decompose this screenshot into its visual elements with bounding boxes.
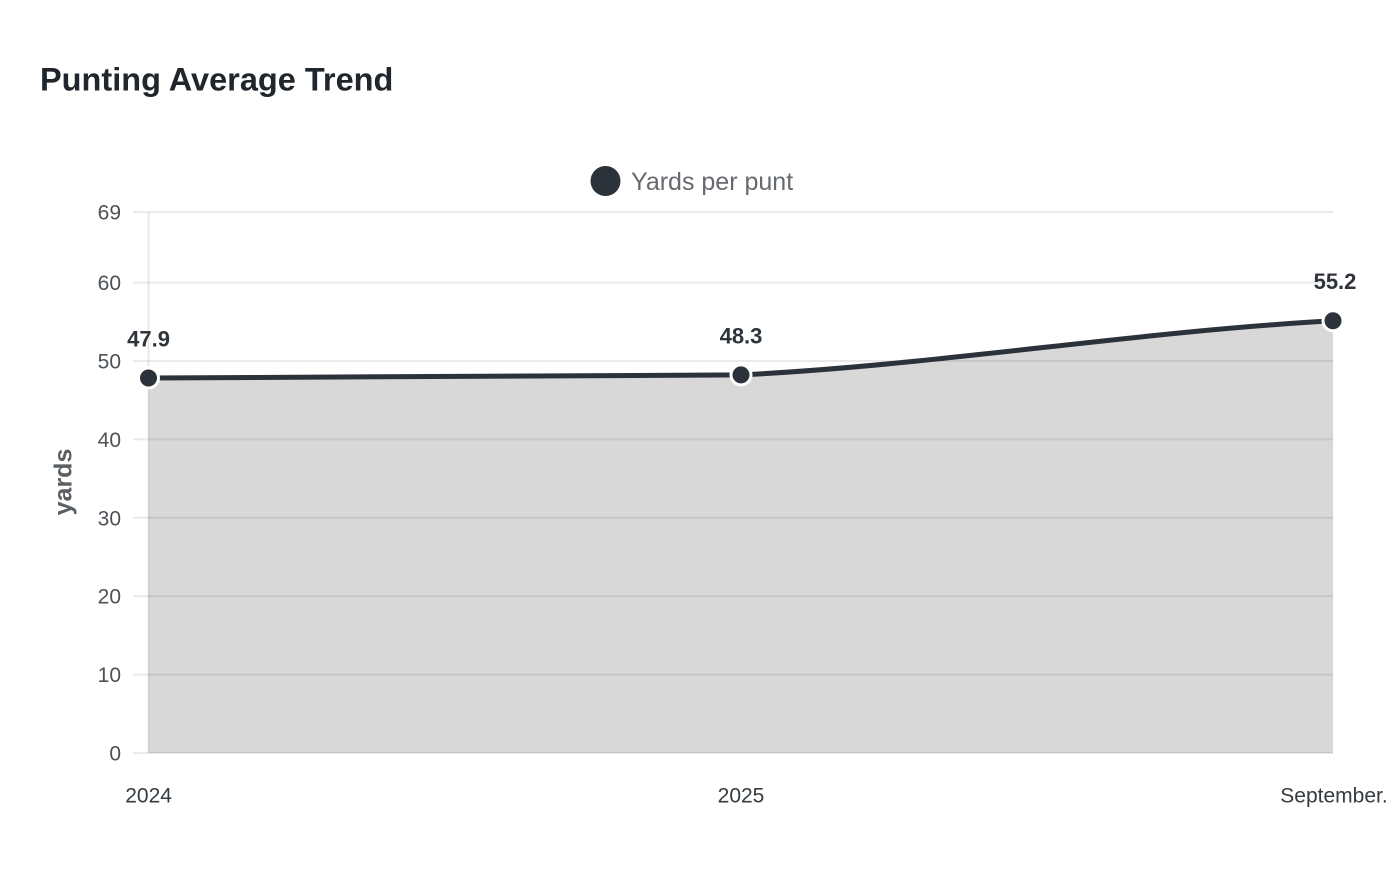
svg-text:Yards per punt: Yards per punt — [631, 168, 793, 196]
svg-text:0: 0 — [109, 743, 121, 766]
svg-text:50: 50 — [98, 351, 121, 374]
svg-text:48.3: 48.3 — [720, 323, 763, 348]
svg-text:69: 69 — [98, 202, 121, 225]
svg-text:30: 30 — [98, 507, 121, 530]
svg-text:20: 20 — [98, 586, 121, 609]
svg-text:September.: September. — [1280, 785, 1387, 808]
svg-text:60: 60 — [98, 272, 121, 295]
svg-text:yards: yards — [50, 449, 78, 516]
svg-text:47.9: 47.9 — [127, 327, 170, 352]
svg-text:40: 40 — [98, 429, 121, 452]
svg-text:55.2: 55.2 — [1314, 269, 1357, 294]
svg-text:2024: 2024 — [125, 785, 172, 808]
svg-text:10: 10 — [98, 664, 121, 687]
svg-text:2025: 2025 — [718, 785, 765, 808]
svg-text:Punting Average Trend: Punting Average Trend — [40, 62, 393, 98]
